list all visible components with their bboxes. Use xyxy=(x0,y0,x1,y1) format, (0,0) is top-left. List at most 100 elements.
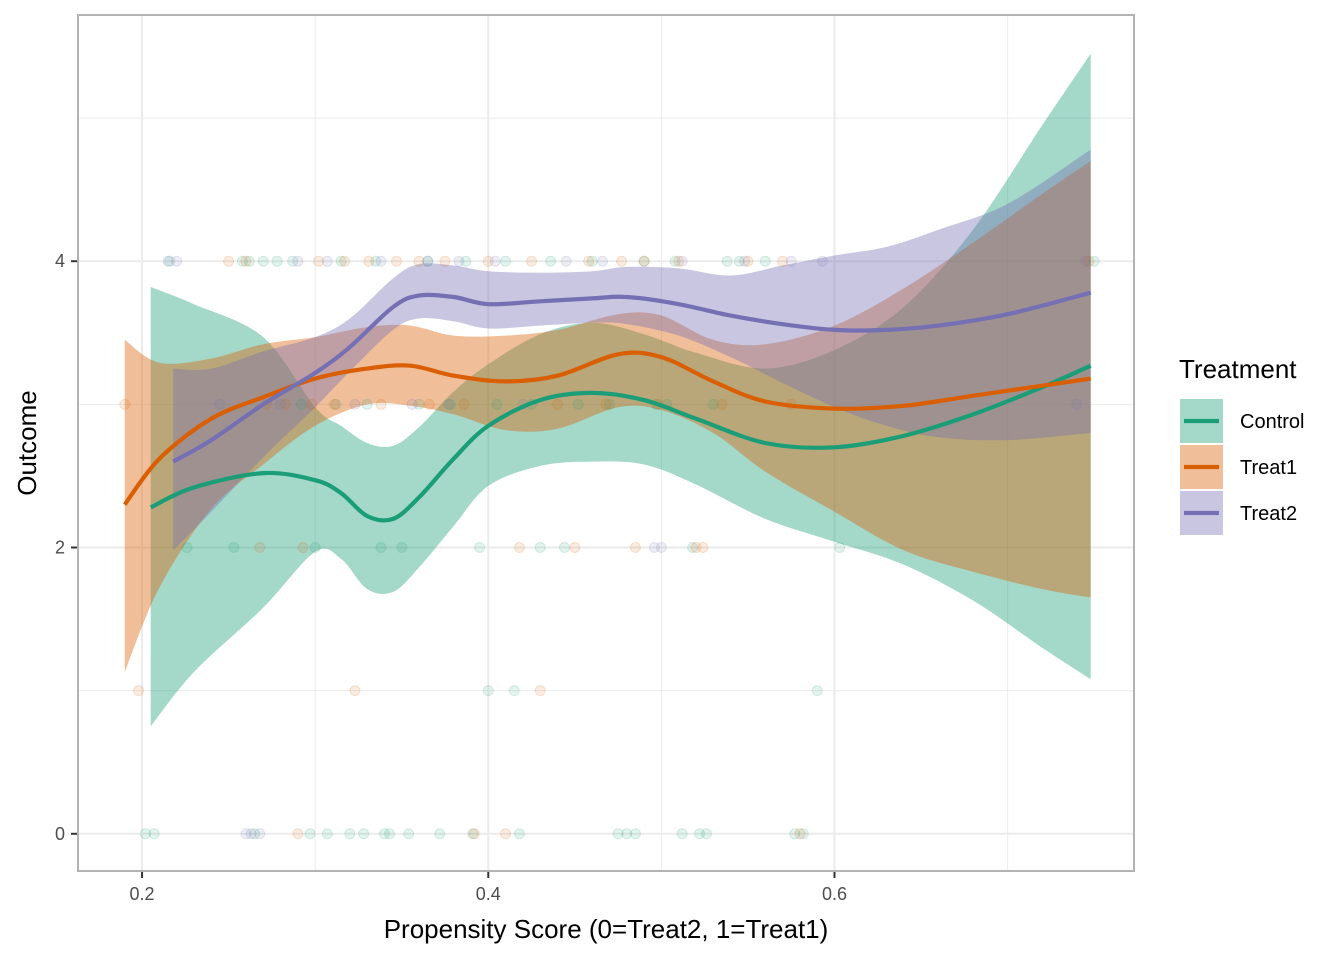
data-point-control xyxy=(811,685,823,697)
legend-item-control: Control xyxy=(1179,398,1304,444)
data-point-treat2 xyxy=(489,255,501,267)
data-point-control xyxy=(1088,255,1100,267)
data-point-treat2 xyxy=(422,255,434,267)
data-point-control xyxy=(638,255,650,267)
data-point-control xyxy=(358,828,370,840)
data-point-treat1 xyxy=(500,828,512,840)
data-point-control xyxy=(700,828,712,840)
smooth-lines xyxy=(123,290,1092,523)
data-point-treat1 xyxy=(673,255,685,267)
x-tick-label: 0.6 xyxy=(822,884,847,904)
data-point-control xyxy=(434,828,446,840)
data-point-control xyxy=(361,398,373,410)
data-point-control xyxy=(330,398,342,410)
data-point-control xyxy=(460,255,472,267)
data-point-control xyxy=(491,398,503,410)
data-point-control xyxy=(249,828,261,840)
data-point-control xyxy=(271,255,283,267)
data-point-treat2 xyxy=(1071,398,1083,410)
data-point-control xyxy=(370,255,382,267)
data-point-treat1 xyxy=(313,255,325,267)
data-point-treat2 xyxy=(676,255,688,267)
data-point-treat1 xyxy=(526,255,538,267)
data-point-treat2 xyxy=(349,398,361,410)
grid-lines xyxy=(78,15,1134,871)
data-point-treat1 xyxy=(600,398,612,410)
data-point-treat2 xyxy=(162,255,174,267)
data-point-control xyxy=(797,828,809,840)
data-point-treat1 xyxy=(349,685,361,697)
data-point-control xyxy=(375,541,387,553)
data-point-control xyxy=(148,828,160,840)
data-point-treat1 xyxy=(690,541,702,553)
data-point-control xyxy=(413,398,425,410)
data-point-treat2 xyxy=(442,398,454,410)
data-point-treat1 xyxy=(569,541,581,553)
y-tick-label: 4 xyxy=(55,251,65,271)
data-point-control xyxy=(243,255,255,267)
x-axis-title: Propensity Score (0=Treat2, 1=Treat1) xyxy=(384,914,829,944)
scatter-points xyxy=(119,255,1100,840)
data-point-control xyxy=(164,255,176,267)
data-point-control xyxy=(707,398,719,410)
data-point-treat1 xyxy=(328,398,340,410)
confidence-band-control xyxy=(150,53,1091,727)
data-point-treat1 xyxy=(339,255,351,267)
data-point-treat1 xyxy=(742,255,754,267)
data-point-treat1 xyxy=(638,255,650,267)
data-point-treat2 xyxy=(275,398,287,410)
data-point-control xyxy=(687,541,699,553)
data-point-treat1 xyxy=(534,685,546,697)
data-point-control xyxy=(321,828,333,840)
data-point-control xyxy=(508,685,520,697)
data-point-control xyxy=(534,541,546,553)
data-point-treat1 xyxy=(716,398,728,410)
data-point-treat2 xyxy=(453,255,465,267)
data-point-treat2 xyxy=(738,255,750,267)
data-point-control xyxy=(834,541,846,553)
data-point-control xyxy=(378,828,390,840)
axes: 0.2 0.4 0.6 0 2 4 xyxy=(55,251,847,904)
data-point-treat2 xyxy=(406,398,418,410)
data-point-treat2 xyxy=(597,255,609,267)
data-point-control xyxy=(403,828,415,840)
data-point-control xyxy=(236,255,248,267)
data-point-treat1 xyxy=(777,255,789,267)
data-point-treat2 xyxy=(785,255,797,267)
legend-item-treat2: Treat2 xyxy=(1179,490,1297,536)
data-point-control xyxy=(344,828,356,840)
data-point-treat1 xyxy=(240,255,252,267)
y-tick-label: 2 xyxy=(55,537,65,557)
data-point-treat1 xyxy=(458,398,470,410)
data-point-control xyxy=(295,398,307,410)
legend-item-treat1: Treat1 xyxy=(1179,444,1297,490)
data-point-control xyxy=(693,828,705,840)
data-point-treat1 xyxy=(292,828,304,840)
data-point-control xyxy=(558,541,570,553)
data-point-treat2 xyxy=(816,255,828,267)
data-point-treat1 xyxy=(513,541,525,553)
smooth-line-control xyxy=(149,363,1092,523)
data-point-treat1 xyxy=(280,398,292,410)
data-point-treat2 xyxy=(1080,255,1092,267)
data-point-treat1 xyxy=(794,828,806,840)
data-point-treat1 xyxy=(375,398,387,410)
data-point-treat1 xyxy=(1083,255,1095,267)
data-point-control xyxy=(586,255,598,267)
data-point-control xyxy=(603,398,615,410)
data-point-control xyxy=(572,398,584,410)
data-point-treat2 xyxy=(375,255,387,267)
data-point-treat2 xyxy=(254,828,266,840)
data-point-control xyxy=(474,541,486,553)
data-point-control xyxy=(140,828,152,840)
data-point-treat2 xyxy=(655,541,667,553)
confidence-band-treat1 xyxy=(124,161,1091,672)
data-point-treat1 xyxy=(423,398,435,410)
data-point-treat1 xyxy=(629,541,641,553)
legend-label: Treat1 xyxy=(1240,457,1297,479)
data-point-control xyxy=(612,828,624,840)
data-point-control xyxy=(304,828,316,840)
data-point-treat2 xyxy=(648,541,660,553)
data-point-treat1 xyxy=(223,255,235,267)
